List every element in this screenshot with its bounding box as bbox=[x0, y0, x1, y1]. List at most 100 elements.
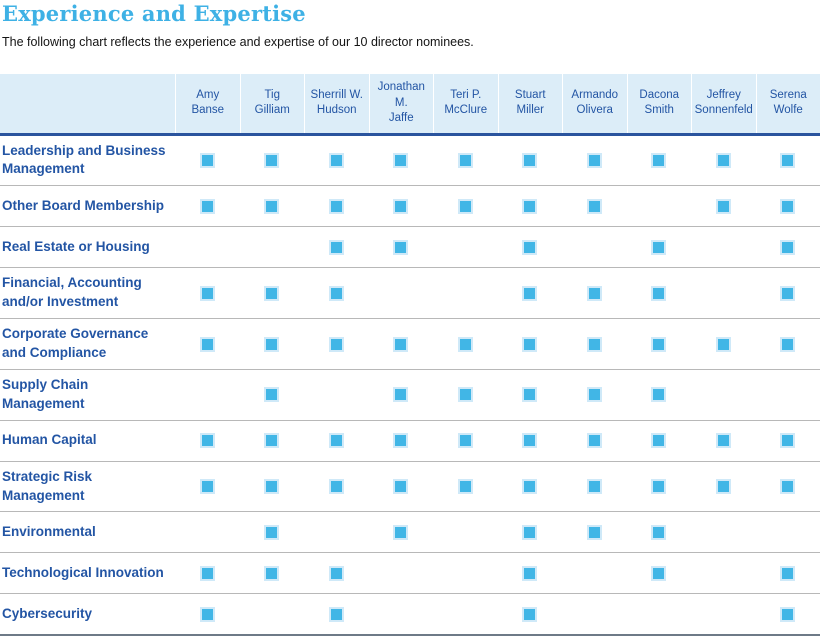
expertise-cell bbox=[175, 594, 240, 634]
expertise-cell bbox=[498, 512, 563, 552]
check-square-icon bbox=[780, 239, 796, 255]
expertise-cell bbox=[304, 462, 369, 512]
expertise-cell bbox=[562, 186, 627, 226]
row-label: Cybersecurity bbox=[2, 606, 93, 621]
page-subtitle: The following chart reflects the experie… bbox=[2, 35, 474, 49]
expertise-cell bbox=[369, 553, 434, 593]
table-row: Corporate Governance and Compliance bbox=[0, 319, 820, 370]
column-header: Amy Banse bbox=[175, 74, 240, 133]
check-square-icon bbox=[780, 433, 796, 449]
expertise-cell bbox=[562, 512, 627, 552]
column-header: Teri P. McClure bbox=[433, 74, 498, 133]
expertise-cell bbox=[433, 462, 498, 512]
expertise-cell bbox=[433, 186, 498, 226]
expertise-cell bbox=[369, 136, 434, 186]
expertise-cell bbox=[369, 319, 434, 369]
check-square-icon bbox=[199, 479, 215, 495]
expertise-cell bbox=[498, 227, 563, 267]
expertise-cell bbox=[433, 594, 498, 634]
expertise-cell bbox=[369, 462, 434, 512]
table-row: Leadership and Business Management bbox=[0, 136, 820, 187]
column-header: Armando Olivera bbox=[562, 74, 627, 133]
expertise-cell bbox=[304, 186, 369, 226]
check-square-icon bbox=[264, 152, 280, 168]
expertise-cell bbox=[369, 268, 434, 318]
expertise-cell bbox=[627, 462, 692, 512]
check-square-icon bbox=[393, 336, 409, 352]
check-square-icon bbox=[393, 479, 409, 495]
check-square-icon bbox=[780, 479, 796, 495]
expertise-cell bbox=[691, 319, 756, 369]
check-square-icon bbox=[457, 336, 473, 352]
expertise-cell bbox=[304, 319, 369, 369]
expertise-cell bbox=[175, 462, 240, 512]
check-square-icon bbox=[780, 198, 796, 214]
expertise-cell bbox=[691, 553, 756, 593]
expertise-cell bbox=[627, 227, 692, 267]
header-row: Amy Banse Tig Gilliam Sherrill W. Hudson Jo… bbox=[0, 74, 820, 136]
check-square-icon bbox=[715, 336, 731, 352]
expertise-cell bbox=[627, 512, 692, 552]
expertise-matrix: Amy Banse Tig Gilliam Sherrill W. Hudson Jo… bbox=[0, 74, 820, 637]
expertise-cell bbox=[369, 186, 434, 226]
check-square-icon bbox=[522, 387, 538, 403]
expertise-cell bbox=[433, 370, 498, 420]
row-label: Leadership and Business Management bbox=[2, 142, 166, 177]
check-square-icon bbox=[586, 152, 602, 168]
check-square-icon bbox=[457, 198, 473, 214]
expertise-cell bbox=[175, 136, 240, 186]
check-square-icon bbox=[264, 433, 280, 449]
check-square-icon bbox=[780, 152, 796, 168]
check-square-icon bbox=[393, 433, 409, 449]
row-label: Real Estate or Housing bbox=[2, 238, 150, 254]
check-square-icon bbox=[522, 285, 538, 301]
check-square-icon bbox=[522, 239, 538, 255]
expertise-cell bbox=[627, 421, 692, 461]
table-row: Real Estate or Housing bbox=[0, 227, 820, 269]
expertise-cell bbox=[304, 512, 369, 552]
check-square-icon bbox=[393, 152, 409, 168]
expertise-cell bbox=[498, 370, 563, 420]
table-row: Other Board Membership bbox=[0, 186, 820, 228]
expertise-cell bbox=[756, 227, 820, 267]
check-square-icon bbox=[586, 433, 602, 449]
check-square-icon bbox=[328, 433, 344, 449]
table-row: Technological Innovation bbox=[0, 553, 820, 595]
check-square-icon bbox=[780, 565, 796, 581]
table-row: Strategic Risk Management bbox=[0, 462, 820, 513]
check-square-icon bbox=[328, 565, 344, 581]
check-square-icon bbox=[651, 336, 667, 352]
expertise-cell bbox=[433, 553, 498, 593]
expertise-cell bbox=[240, 512, 305, 552]
expertise-cell bbox=[756, 594, 820, 634]
check-square-icon bbox=[715, 479, 731, 495]
check-square-icon bbox=[715, 433, 731, 449]
check-square-icon bbox=[264, 336, 280, 352]
expertise-cell bbox=[304, 136, 369, 186]
check-square-icon bbox=[199, 433, 215, 449]
expertise-cell bbox=[627, 553, 692, 593]
expertise-cell bbox=[562, 319, 627, 369]
check-square-icon bbox=[651, 387, 667, 403]
check-square-icon bbox=[199, 606, 215, 622]
expertise-cell bbox=[175, 319, 240, 369]
column-header: Jeffrey Sonnenfeld bbox=[691, 74, 756, 133]
expertise-cell bbox=[304, 268, 369, 318]
expertise-cell bbox=[369, 370, 434, 420]
check-square-icon bbox=[522, 198, 538, 214]
expertise-cell bbox=[175, 370, 240, 420]
check-square-icon bbox=[522, 565, 538, 581]
expertise-cell bbox=[433, 421, 498, 461]
check-square-icon bbox=[522, 336, 538, 352]
check-square-icon bbox=[715, 152, 731, 168]
expertise-cell bbox=[562, 594, 627, 634]
check-square-icon bbox=[522, 152, 538, 168]
expertise-cell bbox=[369, 512, 434, 552]
column-header: Jonathan M. Jaffe bbox=[368, 74, 434, 133]
expertise-cell bbox=[304, 370, 369, 420]
check-square-icon bbox=[199, 152, 215, 168]
expertise-cell bbox=[175, 186, 240, 226]
check-square-icon bbox=[199, 198, 215, 214]
expertise-cell bbox=[240, 421, 305, 461]
